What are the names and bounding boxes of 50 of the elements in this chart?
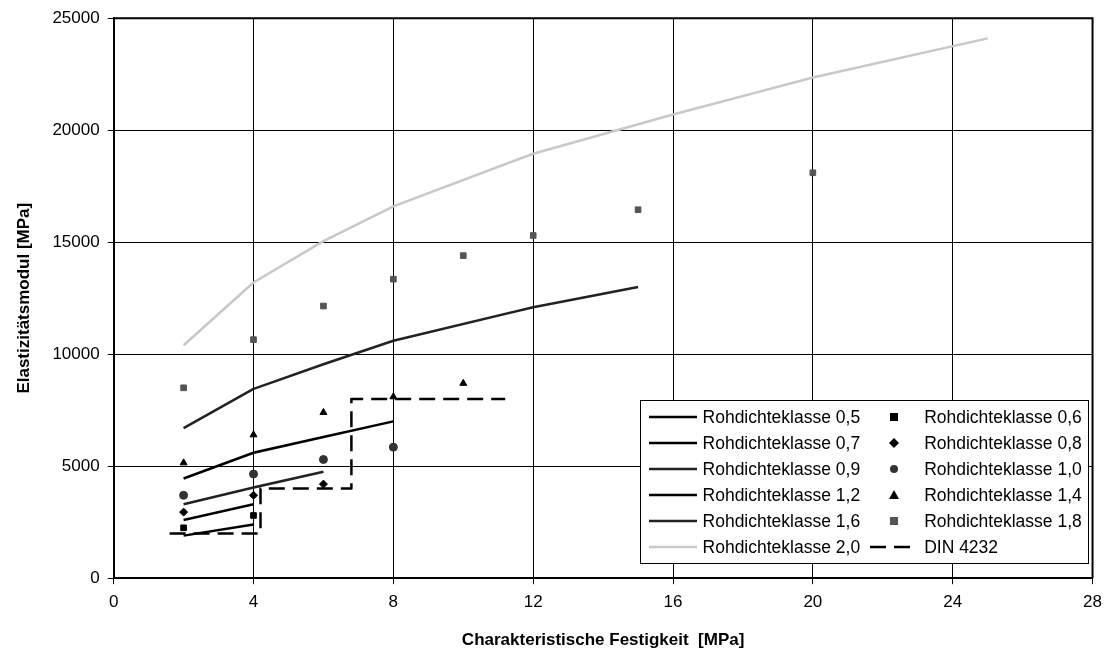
- legend-label: Rohdichteklasse 1,4: [924, 484, 1082, 508]
- point: [318, 454, 328, 464]
- y-tick-label: 10000: [52, 343, 100, 363]
- x-tick-label: 16: [663, 592, 683, 612]
- point: [634, 206, 642, 214]
- point: [318, 479, 328, 489]
- legend-label: Rohdichteklasse 0,8: [924, 432, 1082, 456]
- point: [388, 442, 398, 452]
- point: [529, 232, 537, 239]
- point: [389, 392, 398, 400]
- legend-label: Rohdichteklasse 0,7: [702, 432, 861, 456]
- x-tick-label: 0: [108, 592, 119, 612]
- legend-label: Rohdichteklasse 1,6: [702, 510, 861, 534]
- point: [320, 302, 327, 310]
- legend-label: Rohdichteklasse 2,0: [702, 536, 861, 560]
- y-tick-label: 15000: [52, 231, 100, 251]
- y-axis-title: Elastizitätsmodul [MPa]: [13, 202, 33, 394]
- point: [459, 378, 468, 386]
- y-tick-label: 0: [90, 567, 100, 587]
- point: [809, 169, 817, 177]
- point: [390, 275, 397, 283]
- y-tick-label: 5000: [61, 455, 100, 475]
- x-axis-title: Charakteristische Festigkeit [MPa]: [461, 630, 745, 650]
- point: [250, 512, 257, 519]
- x-tick-label: 4: [248, 592, 259, 612]
- legend-label: DIN 4232: [924, 536, 999, 560]
- x-tick-label: 8: [388, 592, 399, 612]
- point: [250, 336, 257, 343]
- x-tick-label: 28: [1083, 592, 1103, 612]
- point: [179, 490, 189, 500]
- legend-label: Rohdichteklasse 1,2: [702, 484, 861, 508]
- x-tick-label: 12: [523, 592, 543, 612]
- point: [459, 252, 467, 259]
- x-tick-label: 20: [803, 592, 823, 612]
- point: [180, 384, 187, 392]
- legend-label: Rohdichteklasse 0,6: [924, 406, 1082, 430]
- point: [249, 430, 258, 438]
- point: [180, 524, 187, 532]
- legend-label: Rohdichteklasse 1,0: [924, 458, 1082, 482]
- x-tick-label: 24: [943, 592, 963, 612]
- point: [179, 507, 189, 517]
- point: [249, 469, 259, 479]
- point: [319, 407, 328, 415]
- legend-label: Rohdichteklasse 0,5: [702, 406, 861, 430]
- legend-label: Rohdichteklasse 0,9: [702, 458, 861, 482]
- y-tick-label: 20000: [52, 119, 100, 139]
- y-tick-label: 25000: [52, 7, 100, 27]
- point: [179, 458, 188, 466]
- legend-label: Rohdichteklasse 1,8: [924, 510, 1082, 534]
- point: [249, 490, 259, 500]
